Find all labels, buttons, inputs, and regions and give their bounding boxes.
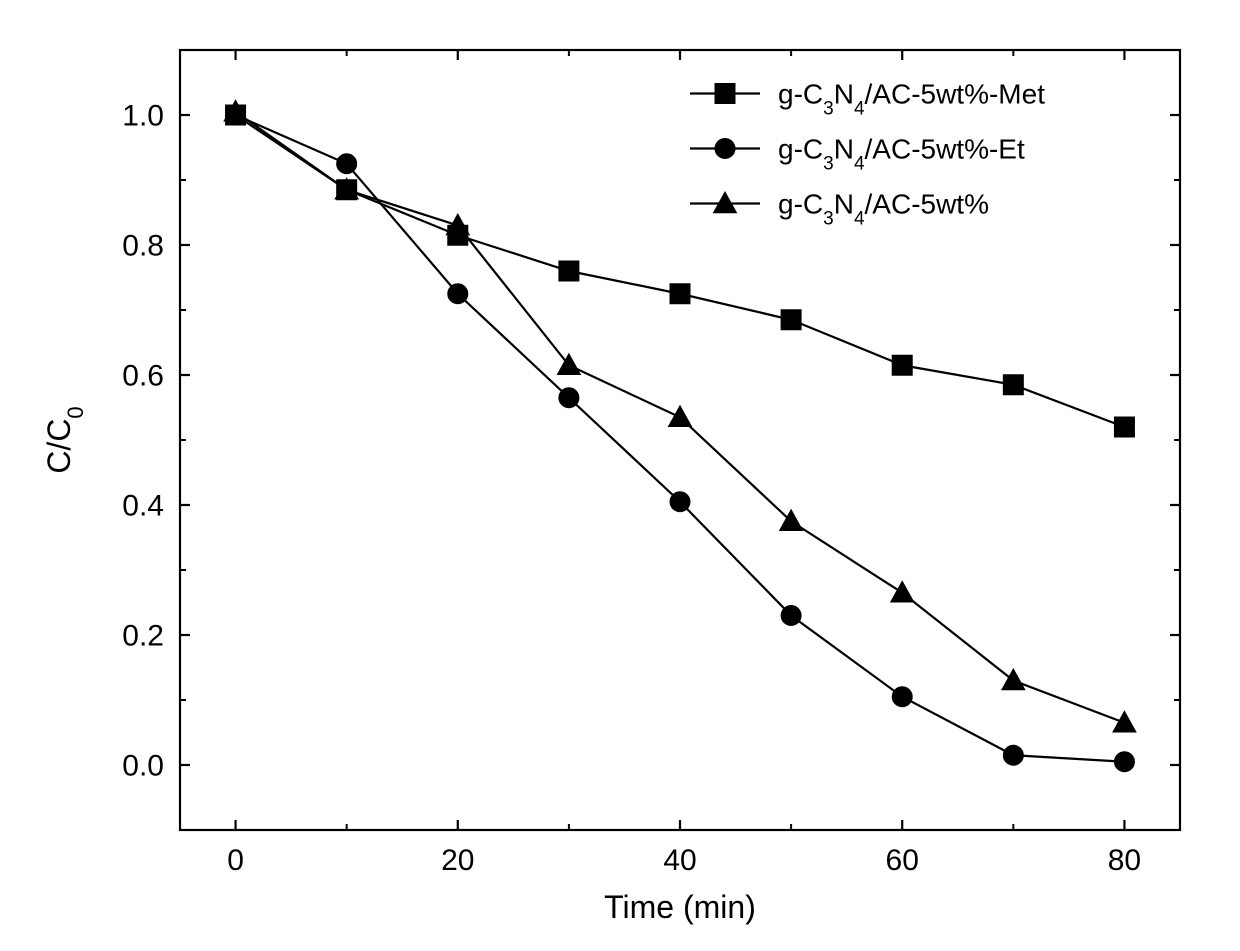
x-axis-label: Time (min) [604, 889, 756, 925]
chart-container: 0204060800.00.20.40.60.81.0Time (min)C/C… [0, 0, 1240, 951]
x-tick-label: 20 [441, 844, 474, 877]
x-tick-label: 0 [227, 844, 244, 877]
y-tick-label: 0.0 [122, 750, 164, 783]
y-tick-label: 0.6 [122, 360, 164, 393]
y-tick-label: 0.2 [122, 620, 164, 653]
y-tick-label: 0.4 [122, 490, 164, 523]
x-tick-label: 60 [886, 844, 919, 877]
x-tick-label: 80 [1108, 844, 1141, 877]
x-tick-label: 40 [663, 844, 696, 877]
y-tick-label: 0.8 [122, 230, 164, 263]
line-chart: 0204060800.00.20.40.60.81.0Time (min)C/C… [0, 0, 1240, 951]
y-tick-label: 1.0 [122, 100, 164, 133]
